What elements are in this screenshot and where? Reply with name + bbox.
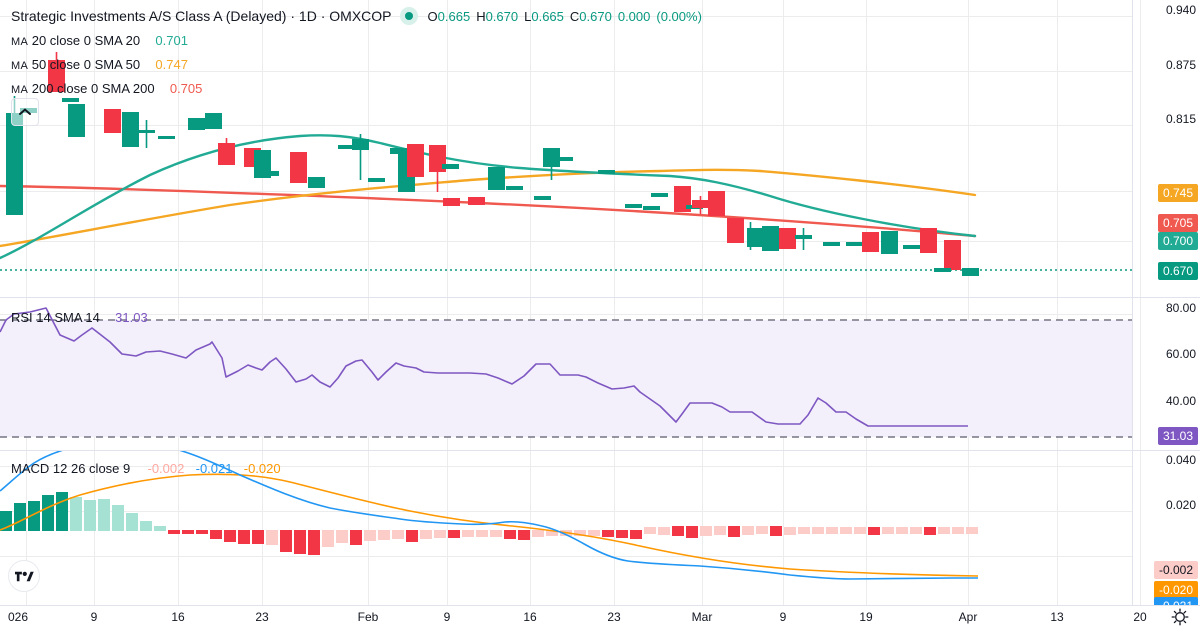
ohlc-high-key: H — [476, 9, 486, 24]
rsi-pane[interactable] — [0, 298, 1132, 450]
symbol-title[interactable]: Strategic Investments A/S Class A (Delay… — [11, 8, 287, 24]
rsi-chart-svg — [0, 307, 1132, 438]
change-percent: (0.00%) — [656, 9, 702, 24]
ohlc-close-key: C — [569, 9, 580, 24]
time-axis-divider — [0, 605, 1200, 606]
gear-icon — [1171, 608, 1189, 626]
rsi-value-badge: 31.03 — [1157, 427, 1198, 445]
price-axis[interactable]: 0.940 0.875 0.815 0.690 0.745 0.705 0.70… — [1132, 0, 1200, 615]
time-tick: 23 — [255, 610, 269, 624]
sma50-legend-value: 0.747 — [155, 57, 188, 72]
macd-tick: 0.020 — [1165, 498, 1196, 512]
macd-legend-params[interactable]: 12 26 close 9 — [52, 461, 131, 476]
rsi-legend[interactable]: RSI 14 SMA 14 31.03 — [11, 310, 148, 325]
time-tick: Apr — [958, 610, 978, 624]
macd-legend[interactable]: MACD 12 26 close 9 -0.002 -0.021 -0.020 — [11, 461, 281, 476]
tradingview-logo-button[interactable] — [8, 560, 40, 592]
macd-chart-svg — [0, 451, 979, 580]
exchange-label[interactable]: OMXCOP — [329, 8, 392, 24]
time-tick: 026 — [7, 610, 29, 624]
rsi-line — [0, 307, 968, 427]
time-tick: 20 — [1133, 610, 1147, 624]
rsi-legend-params[interactable]: 14 SMA 14 — [36, 310, 100, 325]
sma20-legend-value: 0.701 — [155, 33, 188, 48]
macd-hist-badge: -0.002 — [1153, 561, 1198, 579]
sma20-line — [0, 134, 977, 260]
sma200-legend[interactable]: MA 200 close 0 SMA 200 0.705 — [11, 81, 202, 98]
rsi-overbought-oversold-band — [0, 320, 1132, 437]
price-chart-svg — [0, 52, 1132, 276]
chevron-up-icon — [19, 108, 31, 115]
price-badge-sma200: 0.705 — [1157, 214, 1198, 232]
price-tick: 0.940 — [1165, 3, 1196, 17]
price-tick: 0.875 — [1165, 58, 1196, 72]
rsi-tick: 40.00 — [1165, 394, 1196, 408]
sma50-legend-params[interactable]: 50 close 0 SMA 50 — [31, 57, 141, 72]
sma50-legend-tag: MA — [11, 60, 29, 72]
rsi-tick: 80.00 — [1165, 301, 1196, 315]
ohlc-high-value: 0.670 — [485, 9, 519, 24]
candlestick-series — [6, 52, 979, 276]
time-tick: 9 — [443, 610, 451, 624]
time-axis[interactable]: 026 9 16 23 Feb 9 16 23 Mar 9 19 Apr 13 … — [0, 605, 1200, 630]
sma200-legend-tag: MA — [11, 84, 29, 96]
tradingview-logo-icon — [14, 571, 34, 581]
price-tick: 0.815 — [1165, 112, 1196, 126]
ohlc-values: O0.665 H0.670 L0.665 C0.670 0.000 (0.00%) — [428, 9, 702, 24]
ohlc-open-value: 0.665 — [437, 9, 471, 24]
title-separator-1: · — [286, 8, 299, 24]
sma200-legend-params[interactable]: 200 close 0 SMA 200 — [31, 81, 155, 96]
time-tick: 23 — [607, 610, 621, 624]
sma50-legend[interactable]: MA 50 close 0 SMA 50 0.747 — [11, 57, 188, 74]
price-axis-divider — [1132, 0, 1133, 605]
macd-legend-name: MACD — [11, 461, 50, 476]
price-badge-last: 0.670 — [1157, 262, 1198, 280]
sma200-legend-value: 0.705 — [169, 81, 203, 96]
market-status-dot-icon[interactable] — [399, 7, 418, 25]
sma20-legend-tag: MA — [11, 36, 29, 48]
time-tick: Feb — [357, 610, 379, 624]
time-tick: 9 — [90, 610, 98, 624]
rsi-legend-value: 31.03 — [115, 310, 148, 325]
time-tick: 13 — [1050, 610, 1064, 624]
title-separator-2: · — [316, 8, 330, 24]
time-tick: 9 — [779, 610, 787, 624]
symbol-legend[interactable]: Strategic Investments A/S Class A (Delay… — [11, 7, 702, 25]
sma20-legend-params[interactable]: 20 close 0 SMA 20 — [31, 33, 141, 48]
macd-signal-badge: -0.020 — [1153, 581, 1198, 599]
ohlc-close-value: 0.670 — [579, 9, 612, 24]
time-tick: Mar — [691, 610, 713, 624]
macd-signal-line — [0, 473, 979, 577]
ohlc-open-key: O — [427, 9, 438, 24]
time-tick: 19 — [859, 610, 873, 624]
price-badge-sma50: 0.745 — [1157, 184, 1198, 202]
macd-line-value: -0.021 — [195, 461, 233, 476]
macd-tick: 0.040 — [1165, 453, 1196, 467]
macd-line — [0, 451, 978, 580]
interval-label[interactable]: 1D — [298, 8, 317, 24]
change-value: 0.000 — [617, 9, 651, 24]
rsi-tick: 60.00 — [1165, 347, 1196, 361]
time-tick: 16 — [523, 610, 537, 624]
ohlc-low-value: 0.665 — [531, 9, 564, 24]
sma50-line — [0, 168, 977, 248]
macd-hist-value: -0.002 — [147, 461, 185, 476]
macd-pane[interactable] — [0, 451, 1132, 605]
chart-settings-button[interactable] — [1170, 607, 1190, 627]
sma20-legend[interactable]: MA 20 close 0 SMA 20 0.701 — [11, 33, 188, 50]
macd-signal-value: -0.020 — [243, 461, 281, 476]
price-pane[interactable] — [0, 0, 1132, 297]
macd-histogram — [0, 492, 978, 555]
collapse-pane-button[interactable] — [11, 98, 39, 126]
price-badge-sma20: 0.700 — [1157, 232, 1198, 250]
rsi-legend-name: RSI — [11, 310, 33, 325]
time-tick: 16 — [171, 610, 185, 624]
